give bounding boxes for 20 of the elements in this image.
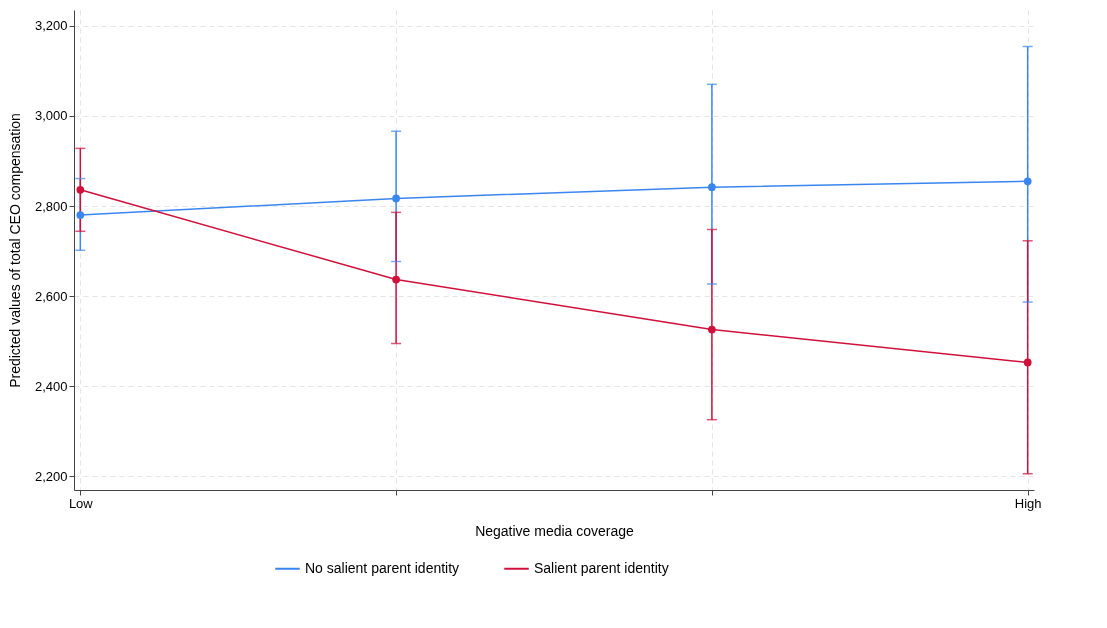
- x-tick-label: Low: [68, 495, 94, 511]
- point: [76, 185, 85, 194]
- point: [392, 194, 400, 203]
- point: [1023, 358, 1032, 367]
- point: [708, 183, 716, 191]
- y-tick-label: 3,200: [34, 18, 68, 34]
- y-tick-label: 2,200: [34, 468, 68, 484]
- x-tick-label: High: [1014, 495, 1042, 511]
- point: [708, 325, 716, 334]
- y-tick-label: 2,600: [34, 288, 68, 304]
- legend-label: Salient parent identity: [534, 559, 669, 576]
- legend-label: No salient parent identity: [305, 559, 460, 576]
- y-tick-label: 2,800: [34, 198, 68, 214]
- y-tick-label: 3,000: [34, 108, 68, 124]
- y-axis-title: Predicted values of total CEO compensation: [6, 113, 23, 388]
- point: [1023, 177, 1032, 186]
- point: [76, 211, 85, 219]
- point: [392, 275, 400, 284]
- y-tick-label: 2,400: [34, 378, 68, 394]
- x-axis-title: Negative media coverage: [475, 522, 635, 539]
